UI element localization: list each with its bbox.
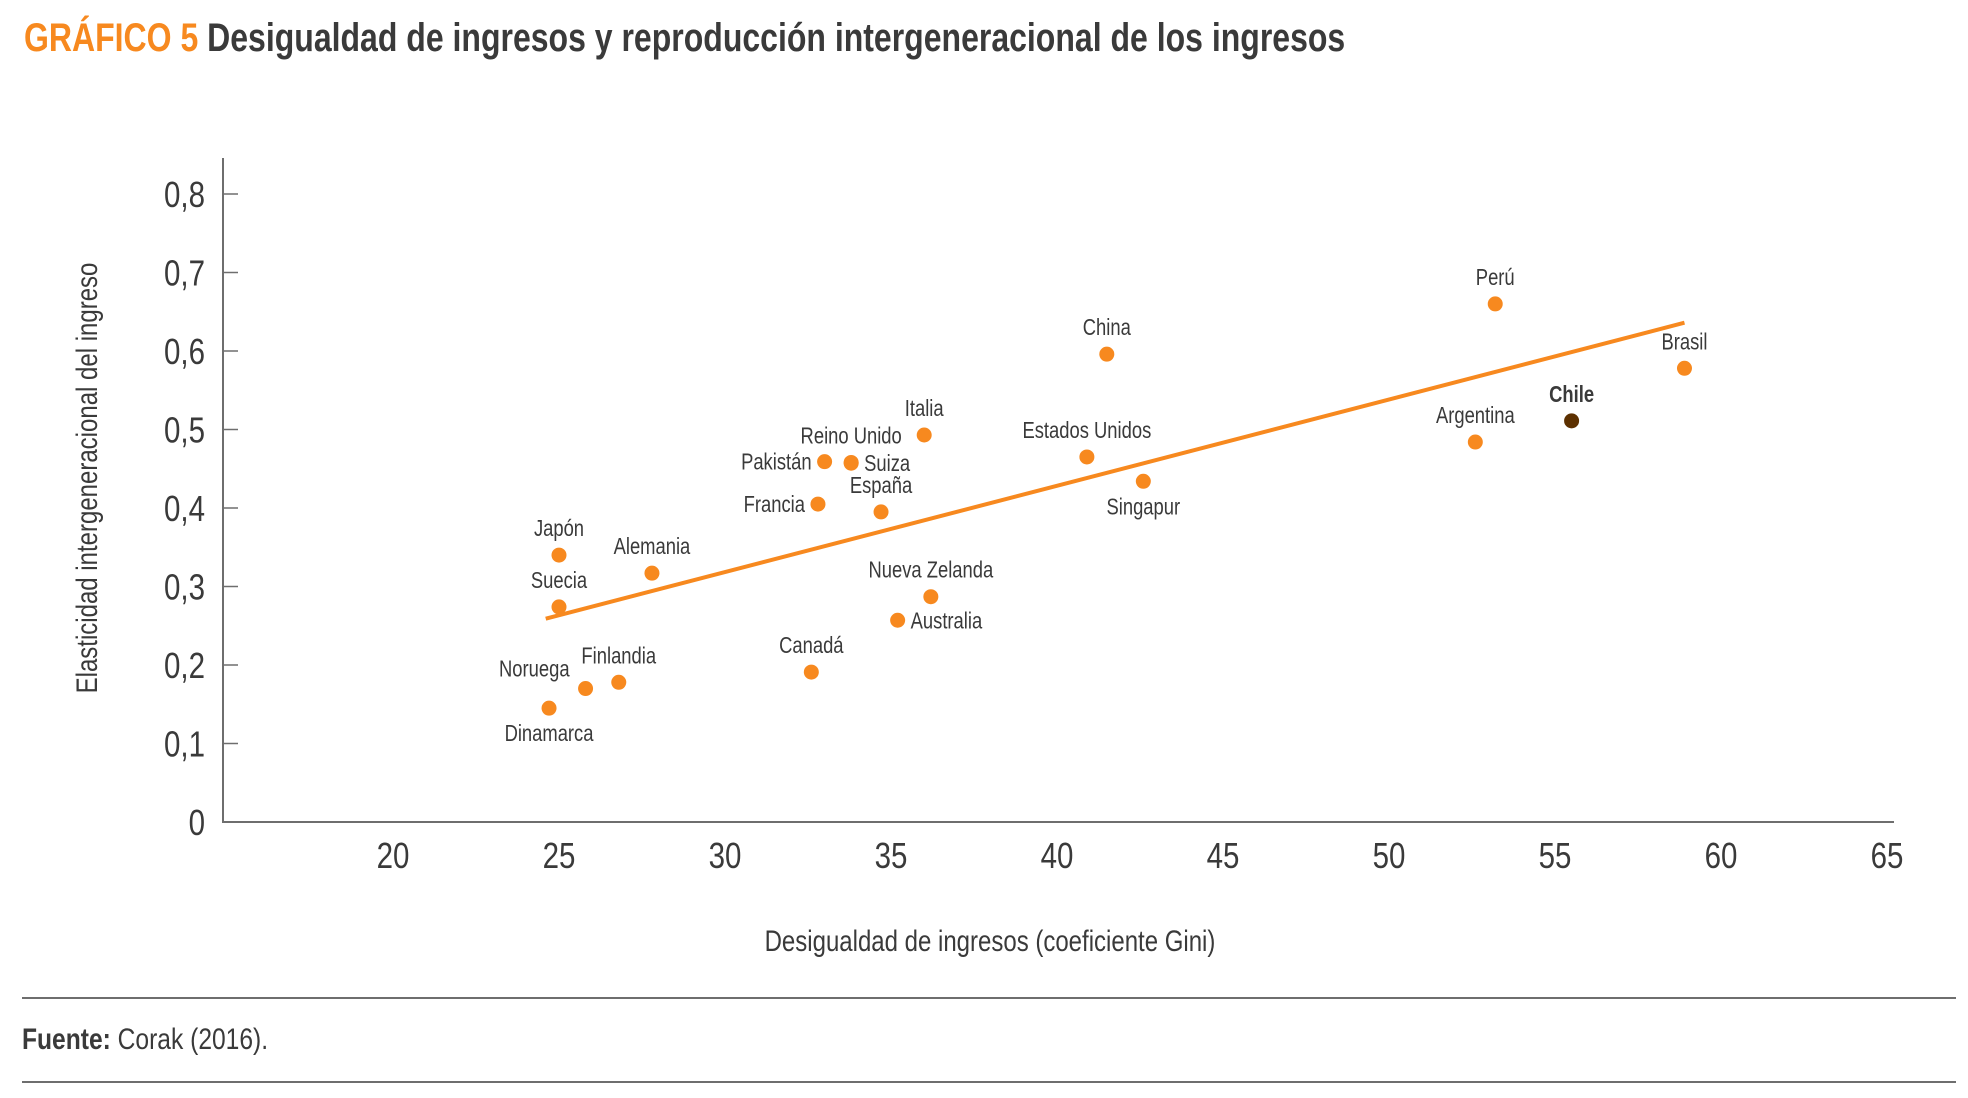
data-point-singapur [1135,473,1151,489]
point-label-suecia: Suecia [531,568,588,593]
point-label-pakistan: Pakistán [741,450,812,475]
point-label-peru: Perú [1476,265,1515,290]
point-label-canada: Canadá [779,633,844,658]
point-label-noruega: Noruega [499,657,570,682]
point-label-alemania: Alemania [614,534,691,559]
x-tick-label: 45 [1207,835,1240,875]
data-point-chile [1564,413,1580,429]
point-label-chile: Chile [1549,382,1594,407]
point-label-finlandia: Finlandia [581,643,656,668]
y-tick-label: 0,3 [164,567,205,607]
data-point-brasil [1676,360,1692,376]
y-tick-label: 0,6 [164,331,205,371]
x-axis-title: Desigualdad de ingresos (coeficiente Gin… [765,923,1216,957]
source-note: Fuente: Corak (2016). [22,1022,268,1058]
point-label-espana: España [850,473,913,498]
point-label-argentina: Argentina [1436,403,1515,428]
y-tick-label: 0,7 [164,253,205,293]
data-point-canada [803,664,819,680]
x-tick-label: 40 [1041,835,1074,875]
data-point-peru [1487,296,1503,312]
data-point-finlandia [611,674,627,690]
data-point-pakistan [817,454,833,470]
point-label-japon: Japón [534,516,584,541]
data-point-noruega [578,681,594,697]
point-label-dinamarca: Dinamarca [505,721,594,746]
trend-line [545,320,1685,621]
y-axis-title: Elasticidad intergeneracional del ingres… [69,263,103,694]
source-text: Corak (2016). [117,1023,269,1056]
point-label-suiza: Suiza [864,451,910,476]
data-point-china [1099,346,1115,362]
x-tick-label: 25 [543,835,576,875]
point-label-china: China [1083,315,1131,340]
data-point-estados-unidos [1079,449,1095,465]
y-tick-label: 0 [189,802,205,842]
point-label-estados-unidos: Estados Unidos [1022,418,1151,443]
y-ticks: 0 0,1 0,2 0,3 0,4 0,5 0,6 0,7 0,8 [164,174,238,843]
data-point-argentina [1467,434,1483,450]
chart-title: GRÁFICO 5 Desigualdad de ingresos y repr… [24,14,1345,62]
data-point-alemania [644,565,660,581]
data-points: Dinamarca Japón Suecia Noruega Finlandia Alem… [499,265,1707,747]
point-label-francia: Francia [744,492,806,517]
x-tick-label: 30 [709,835,742,875]
point-label-australia: Australia [911,608,983,633]
y-tick-label: 0,8 [164,174,205,214]
x-ticks: 20 25 30 35 40 45 50 55 60 65 [377,835,1904,875]
y-tick-label: 0,4 [164,488,205,528]
x-tick-label: 65 [1871,835,1904,875]
point-label-italia: Italia [905,396,944,421]
y-tick-label: 0,5 [164,410,205,450]
data-point-suecia [551,599,567,615]
point-label-brasil: Brasil [1661,329,1707,354]
footer-divider-top [22,997,1956,999]
data-point-australia [890,612,906,628]
data-point-espana [873,504,889,520]
x-tick-label: 55 [1539,835,1572,875]
data-point-dinamarca [541,700,557,716]
x-tick-label: 35 [875,835,908,875]
figure-number: GRÁFICO 5 [24,16,199,60]
footer-divider-bottom [22,1081,1956,1083]
y-tick-label: 0,2 [164,645,205,685]
data-point-francia [810,496,826,512]
x-tick-label: 60 [1705,835,1738,875]
data-point-italia [916,427,932,443]
point-label-reino-unido: Reino Unido [801,424,902,449]
data-point-japon [551,547,567,563]
source-label: Fuente: [22,1023,111,1056]
point-label-singapur: Singapur [1107,494,1181,519]
figure-title: Desigualdad de ingresos y reproducción i… [207,16,1346,60]
point-label-nueva-zelanda: Nueva Zelanda [868,558,993,583]
x-tick-label: 50 [1373,835,1406,875]
data-point-nueva-zelanda [923,589,939,605]
data-point-reino-unido [843,454,859,470]
y-tick-label: 0,1 [164,724,205,764]
x-tick-label: 20 [377,835,410,875]
